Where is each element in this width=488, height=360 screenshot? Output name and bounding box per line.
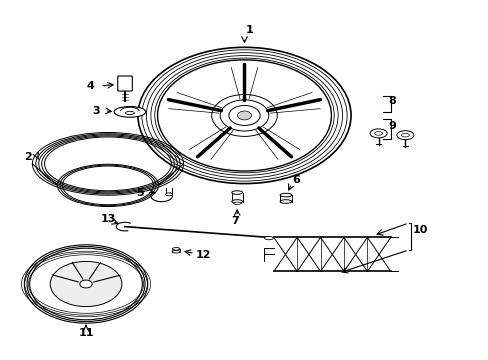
Ellipse shape [157,60,331,171]
Text: 7: 7 [230,216,238,226]
Text: 2: 2 [23,152,31,162]
Text: 6: 6 [291,175,299,185]
Ellipse shape [231,191,242,194]
Ellipse shape [369,129,386,138]
Text: 10: 10 [412,225,427,235]
Ellipse shape [80,280,92,288]
Ellipse shape [228,105,260,125]
Ellipse shape [114,107,145,117]
Text: 8: 8 [387,96,395,106]
Text: 9: 9 [387,121,395,131]
Ellipse shape [172,248,180,250]
Text: 12: 12 [195,250,210,260]
Ellipse shape [280,193,291,197]
Ellipse shape [50,261,122,307]
FancyBboxPatch shape [118,76,132,91]
Text: 11: 11 [78,328,94,338]
Ellipse shape [237,111,251,120]
Ellipse shape [233,202,240,204]
Ellipse shape [165,193,172,196]
Ellipse shape [264,237,273,240]
Text: 3: 3 [92,106,100,116]
Text: 4: 4 [87,81,95,91]
Ellipse shape [172,251,180,253]
Ellipse shape [280,200,291,203]
Ellipse shape [231,200,242,203]
Ellipse shape [396,131,413,140]
Text: 1: 1 [245,25,253,35]
Text: 13: 13 [100,215,116,224]
Text: 5: 5 [136,188,143,198]
